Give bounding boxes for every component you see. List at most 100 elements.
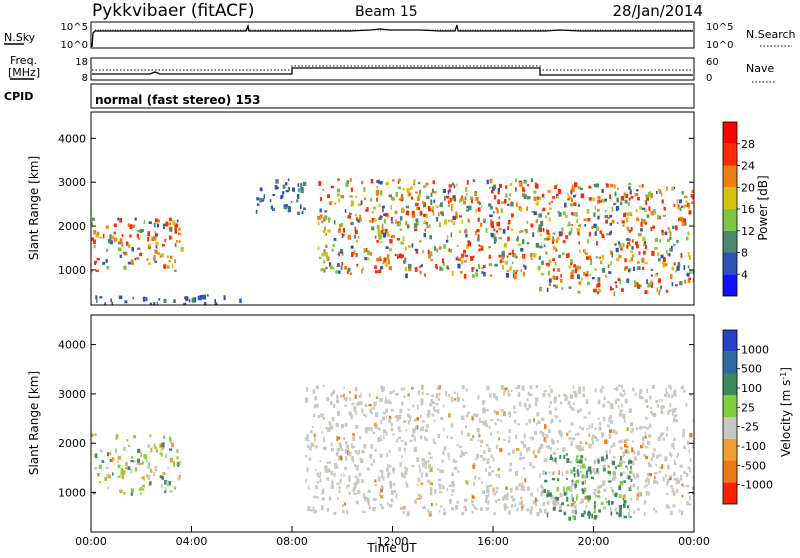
data-cell xyxy=(681,510,684,516)
data-cell xyxy=(168,217,172,221)
data-cell xyxy=(343,473,345,477)
data-cell xyxy=(435,503,438,507)
data-cell xyxy=(505,185,508,189)
data-cell xyxy=(623,439,627,444)
data-cell xyxy=(373,422,377,427)
data-cell xyxy=(387,473,390,478)
data-cell xyxy=(544,479,548,483)
data-cell xyxy=(438,385,441,390)
data-cell xyxy=(308,457,312,461)
data-cell xyxy=(587,411,591,415)
data-cell xyxy=(601,456,604,462)
data-cell xyxy=(659,239,661,243)
data-cell xyxy=(319,472,322,477)
data-cell xyxy=(655,400,658,404)
colorbar-segment xyxy=(723,417,737,439)
data-cell xyxy=(360,458,364,464)
data-cell xyxy=(447,189,450,195)
data-cell xyxy=(619,446,623,450)
data-cell xyxy=(507,226,510,230)
data-cell xyxy=(670,485,673,488)
data-cell xyxy=(643,242,647,247)
data-cell xyxy=(501,201,505,204)
y-tick-label: 2000 xyxy=(58,437,86,450)
data-cell xyxy=(512,449,515,454)
data-cell xyxy=(381,387,384,392)
data-cell xyxy=(387,398,390,404)
data-cell xyxy=(641,207,646,210)
data-cell xyxy=(411,433,415,437)
data-cell xyxy=(610,486,613,490)
data-cell xyxy=(319,478,322,483)
data-cell xyxy=(420,482,424,485)
data-cell xyxy=(524,265,527,270)
data-cell xyxy=(465,187,468,192)
data-cell xyxy=(624,199,628,204)
data-cell xyxy=(328,262,332,267)
data-cell xyxy=(425,222,429,225)
data-cell xyxy=(337,270,341,274)
data-cell xyxy=(629,485,632,491)
data-cell xyxy=(626,244,629,249)
data-cell xyxy=(468,205,472,211)
data-cell xyxy=(659,433,663,437)
data-cell xyxy=(398,436,401,439)
data-cell xyxy=(625,438,629,442)
data-cell xyxy=(379,397,382,403)
data-cell xyxy=(490,432,493,436)
data-cell xyxy=(626,474,629,479)
data-cell xyxy=(499,228,503,231)
data-cell xyxy=(119,254,122,258)
data-cell xyxy=(502,260,505,263)
data-cell xyxy=(551,478,556,481)
data-cell xyxy=(429,251,433,257)
data-cell xyxy=(346,180,349,184)
data-cell xyxy=(450,396,454,402)
data-cell xyxy=(320,196,323,202)
data-cell xyxy=(339,478,342,484)
data-cell xyxy=(509,183,513,186)
data-cell xyxy=(635,427,639,430)
colorbar-tick-label: -100 xyxy=(741,440,766,453)
data-cell xyxy=(529,252,533,258)
data-cell xyxy=(345,455,348,461)
data-cell xyxy=(577,389,582,394)
data-cell xyxy=(480,455,484,458)
data-cell xyxy=(399,462,402,467)
data-cell xyxy=(368,393,371,398)
data-cell xyxy=(636,189,639,192)
data-cell xyxy=(519,456,522,460)
power-frame xyxy=(90,111,695,306)
data-cell xyxy=(313,404,316,409)
data-cell xyxy=(436,392,439,398)
data-cell xyxy=(371,407,375,410)
data-cell xyxy=(389,239,393,244)
data-cell xyxy=(568,286,572,289)
data-cell xyxy=(395,192,398,197)
data-cell xyxy=(324,468,329,474)
data-cell xyxy=(434,409,438,413)
data-cell xyxy=(508,468,512,472)
data-cell xyxy=(452,195,456,199)
data-cell xyxy=(546,493,550,497)
data-cell xyxy=(148,462,150,466)
data-cell xyxy=(639,397,642,400)
data-cell xyxy=(416,425,419,430)
data-cell xyxy=(601,233,604,237)
data-cell xyxy=(420,265,423,268)
data-cell xyxy=(420,427,423,432)
data-cell xyxy=(478,264,481,269)
data-cell xyxy=(603,467,606,472)
data-cell xyxy=(552,239,556,242)
data-cell xyxy=(623,418,626,423)
data-cell xyxy=(346,484,350,488)
data-cell xyxy=(572,437,576,441)
data-cell xyxy=(160,446,165,450)
data-cell xyxy=(604,497,608,501)
data-cell xyxy=(385,262,388,267)
data-cell xyxy=(314,510,317,514)
data-cell xyxy=(175,239,178,243)
data-cell xyxy=(423,213,427,217)
data-cell xyxy=(394,415,398,419)
data-cell xyxy=(364,496,368,500)
